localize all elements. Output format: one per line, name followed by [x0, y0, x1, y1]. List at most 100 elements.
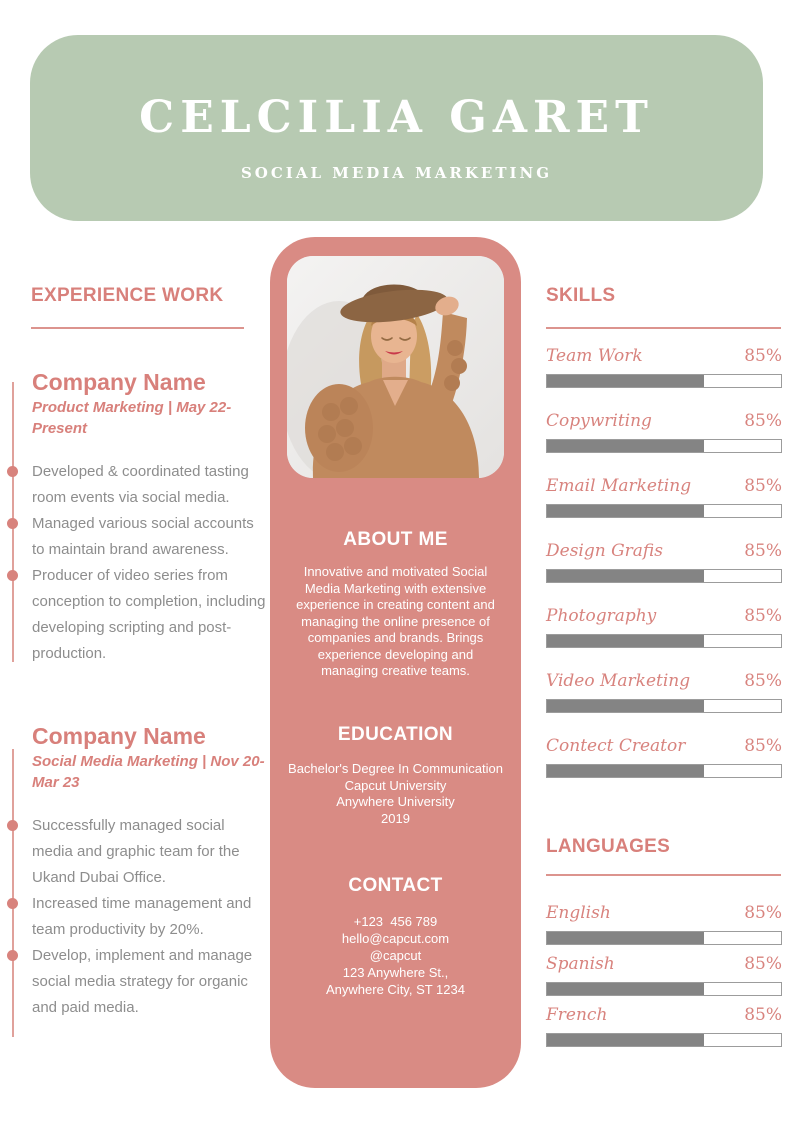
skill-bar — [546, 374, 782, 388]
job-bullet: Increased time management and team produ… — [7, 891, 266, 943]
education-line: Capcut University — [344, 777, 447, 793]
header-banner: CELCILIA GARET SOCIAL MEDIA MARKETING — [30, 35, 763, 221]
skill-bar — [546, 634, 782, 648]
contact-handle: @capcut — [369, 948, 422, 963]
contact-phone: +123 456 789 — [353, 914, 438, 929]
skill-row: Photography 85% — [546, 604, 782, 669]
skills-list: Team Work 85% Copywriting 85% Email Market… — [546, 344, 782, 799]
language-row: French 85% — [546, 1003, 782, 1054]
language-bar-fill — [547, 932, 704, 944]
education-section-title: EDUCATION — [337, 724, 454, 745]
language-row: Spanish 85% — [546, 952, 782, 1003]
languages-section-title: LANGUAGES — [546, 836, 671, 857]
bullet-text: Managed various social accounts to maint… — [32, 515, 254, 558]
profile-card: ABOUT ME Innovative and motivated Social… — [270, 237, 521, 1088]
skill-row: Video Marketing 85% — [546, 669, 782, 734]
language-percent: 85% — [744, 903, 782, 923]
skill-percent: 85% — [744, 476, 782, 496]
person-name: CELCILIA GARET — [139, 92, 654, 143]
bullet-dot-icon — [7, 898, 18, 909]
skill-label: Email Marketing — [546, 476, 692, 496]
language-row: English 85% — [546, 901, 782, 952]
bullet-dot-icon — [7, 466, 18, 477]
language-bar-fill — [547, 983, 704, 995]
language-bar — [546, 931, 782, 945]
person-role: SOCIAL MEDIA MARKETING — [240, 164, 553, 182]
education-text: Bachelor's Degree In Communication Capcu… — [278, 761, 513, 827]
experience-section-title: EXPERIENCE WORK — [31, 285, 224, 306]
bullet-dot-icon — [7, 820, 18, 831]
skill-label: Team Work — [546, 346, 643, 366]
bullet-dot-icon — [7, 518, 18, 529]
languages-divider — [546, 874, 781, 876]
company-name: Company Name — [32, 369, 206, 395]
skill-bar-fill — [547, 440, 704, 452]
company-name: Company Name — [32, 723, 206, 749]
skill-label: Contect Creator — [546, 736, 686, 756]
job-meta: Social Media Marketing | Nov 20-Mar 23 — [32, 753, 265, 791]
skill-bar-fill — [547, 375, 704, 387]
job-bullet-list: Developed & coordinated tasting room eve… — [7, 459, 266, 667]
job-bullet: Develop, implement and manage social med… — [7, 943, 266, 1021]
language-bar — [546, 1033, 782, 1047]
skill-label: Design Grafis — [546, 541, 663, 561]
skills-section-title: SKILLS — [546, 285, 616, 306]
skill-bar — [546, 439, 782, 453]
skill-bar — [546, 699, 782, 713]
about-text: Innovative and motivated Social Media Ma… — [296, 564, 495, 678]
skill-bar-fill — [547, 635, 704, 647]
job-entry: Company Name Social Media Marketing | No… — [7, 722, 266, 1037]
job-bullet: Developed & coordinated tasting room eve… — [7, 459, 266, 511]
bullet-text: Increased time management and team produ… — [32, 895, 252, 938]
skill-label: Video Marketing — [546, 671, 691, 691]
education-line: 2019 — [381, 810, 410, 826]
job-bullet: Successfully managed social media and gr… — [7, 813, 266, 891]
language-label: English — [546, 903, 611, 923]
skill-row: Design Grafis 85% — [546, 539, 782, 604]
skill-row: Team Work 85% — [546, 344, 782, 409]
language-bar-fill — [547, 1034, 704, 1046]
bullet-text: Producer of video series from conception… — [32, 567, 266, 662]
job-bullet: Managed various social accounts to maint… — [7, 511, 266, 563]
skill-label: Photography — [546, 606, 657, 626]
skill-row: Contect Creator 85% — [546, 734, 782, 799]
skill-bar — [546, 569, 782, 583]
timeline-line — [12, 749, 14, 1037]
skill-percent: 85% — [744, 671, 782, 691]
experience-divider — [31, 327, 244, 329]
bullet-text: Develop, implement and manage social med… — [32, 947, 253, 1016]
job-bullet: Producer of video series from conception… — [7, 563, 266, 667]
job-entry: Company Name Product Marketing | May 22-… — [7, 368, 266, 667]
about-section-title: ABOUT ME — [343, 529, 448, 550]
bullet-text: Developed & coordinated tasting room eve… — [32, 463, 249, 506]
bullet-text: Successfully managed social media and gr… — [32, 817, 240, 886]
skill-row: Email Marketing 85% — [546, 474, 782, 539]
skill-row: Copywriting 85% — [546, 409, 782, 474]
skills-divider — [546, 327, 781, 329]
bullet-dot-icon — [7, 950, 18, 961]
education-line: Anywhere University — [336, 794, 455, 809]
education-line: Bachelor's Degree In Communication — [288, 761, 503, 776]
contact-email: hello@capcut.com — [341, 931, 450, 946]
skill-percent: 85% — [744, 606, 782, 626]
skill-bar-fill — [547, 570, 704, 582]
skill-percent: 85% — [744, 736, 782, 756]
skill-percent: 85% — [744, 541, 782, 561]
skill-bar — [546, 764, 782, 778]
skill-bar-fill — [547, 700, 704, 712]
job-bullet-list: Successfully managed social media and gr… — [7, 813, 266, 1021]
skill-percent: 85% — [744, 411, 782, 431]
portrait-illustration — [287, 256, 504, 478]
skill-bar — [546, 504, 782, 518]
language-percent: 85% — [744, 954, 782, 974]
contact-text: +123 456 789 hello@capcut.com @capcut 12… — [278, 913, 513, 998]
language-percent: 85% — [744, 1005, 782, 1025]
profile-photo — [287, 256, 504, 478]
language-bar — [546, 982, 782, 996]
skill-bar-fill — [547, 505, 704, 517]
contact-address-line1: 123 Anywhere St., — [342, 965, 449, 980]
language-label: Spanish — [546, 954, 615, 974]
job-meta: Product Marketing | May 22-Present — [32, 399, 232, 437]
skill-bar-fill — [547, 765, 704, 777]
